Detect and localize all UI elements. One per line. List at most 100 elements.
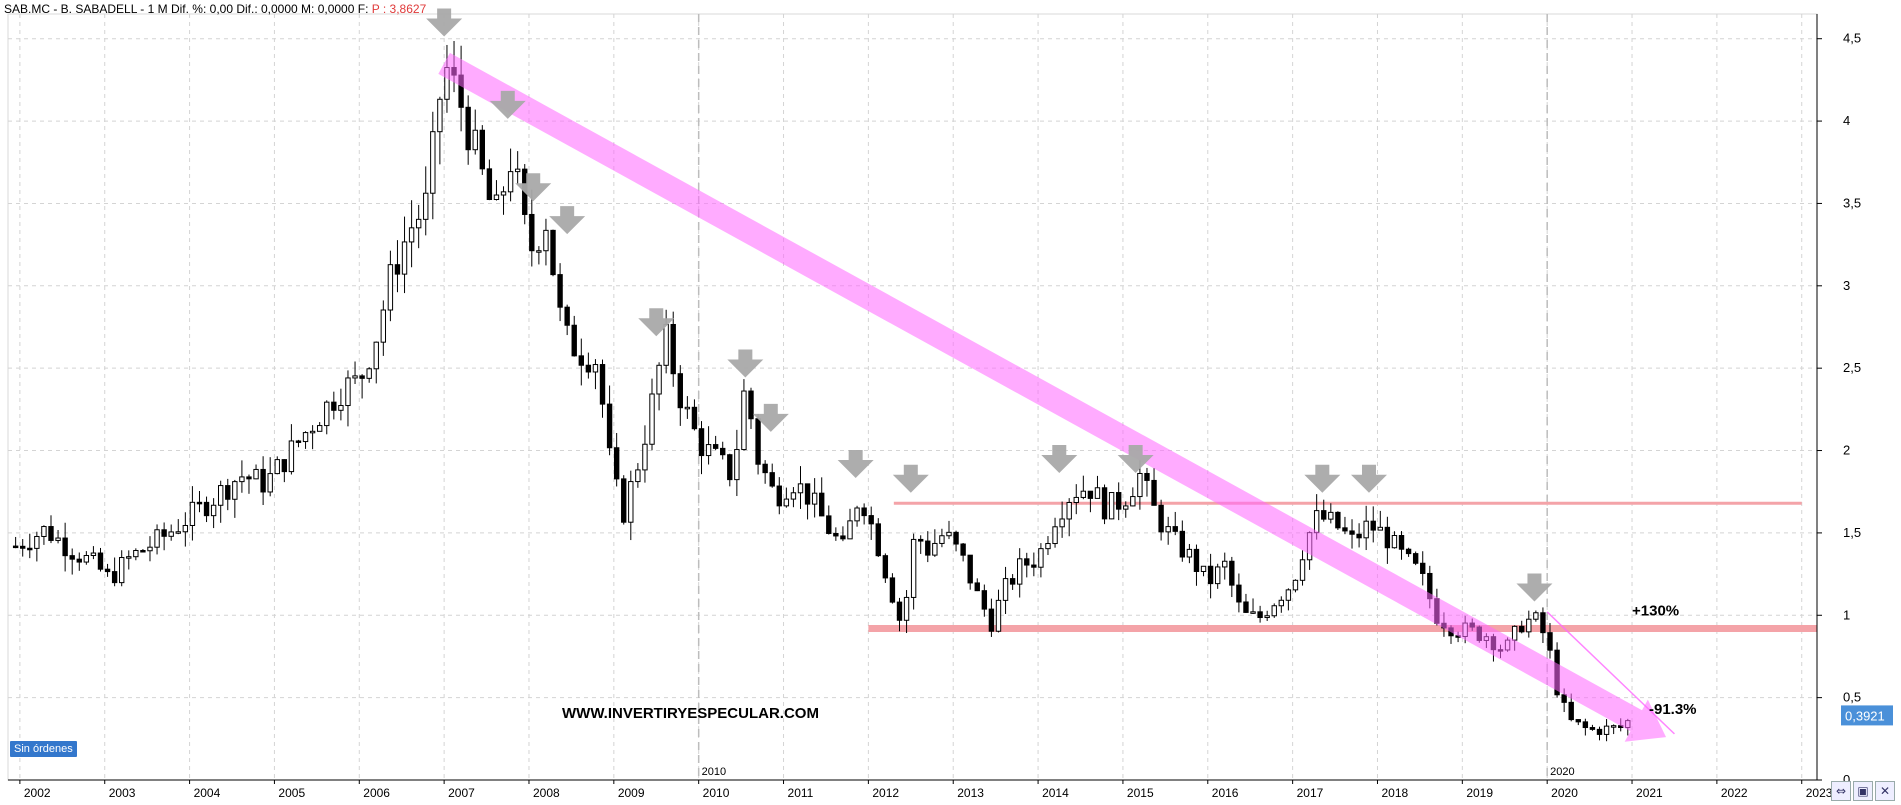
x-tick-label: 2003 <box>109 786 136 800</box>
support-resistance-levels <box>868 501 1817 632</box>
candle-body <box>543 229 549 252</box>
candle-body <box>352 375 358 379</box>
candle-body <box>783 498 790 507</box>
close-icon[interactable]: ✕ <box>1875 781 1895 801</box>
candle-body <box>133 549 139 558</box>
peak-arrow-marker <box>1041 445 1078 474</box>
candle-body <box>1575 719 1581 723</box>
x-tick-label: 2006 <box>363 786 390 800</box>
peak-arrow-marker <box>1516 573 1553 602</box>
candle-body <box>1087 490 1094 499</box>
candle-body <box>1200 565 1207 572</box>
candle-body <box>1108 492 1115 520</box>
candle-body <box>762 463 768 474</box>
x-axis: 2002 2003 2004 2005 2006 2007 2008 2009 2010 2011… <box>8 779 1833 800</box>
arrows-icon[interactable]: ⇔ <box>1831 781 1851 801</box>
candle-body <box>1002 578 1009 601</box>
candle-body <box>882 555 889 579</box>
candle-body <box>437 98 443 133</box>
x-tick-label: 2011 <box>788 786 814 800</box>
orders-badge[interactable]: Sin órdenes <box>10 741 77 757</box>
candle-body <box>1335 511 1341 529</box>
x-tick-label: 2004 <box>194 786 221 800</box>
y-tick-label: 3,5 <box>1843 195 1861 210</box>
candle-body <box>1533 612 1539 620</box>
candle-body <box>309 430 316 434</box>
candle-body <box>536 250 542 253</box>
candle-body <box>55 537 61 541</box>
candle-body <box>239 476 245 483</box>
candle-body <box>889 577 896 603</box>
candle-body <box>217 485 224 506</box>
candle-body <box>564 306 570 326</box>
candle-body <box>12 545 19 549</box>
candle-body <box>1207 565 1214 585</box>
candle-body <box>366 368 372 379</box>
candle-body <box>960 543 966 556</box>
candle-body <box>1363 520 1369 539</box>
x-tick-label: 2016 <box>1212 786 1239 800</box>
candle-body <box>748 390 754 420</box>
candle-body <box>253 468 259 480</box>
candle-body <box>1610 725 1617 728</box>
x-tick-label: 2017 <box>1297 786 1324 800</box>
candle-body <box>430 131 436 194</box>
candle-body <box>656 364 662 395</box>
candle-body <box>1059 518 1065 528</box>
candle-body <box>316 425 323 432</box>
last-price-box <box>1841 705 1893 726</box>
x-tick-label: 2012 <box>872 786 899 800</box>
candle-body <box>324 401 330 427</box>
timeframe-label[interactable]: 1 M <box>147 2 168 16</box>
candle-body <box>27 547 33 551</box>
peak-arrows <box>426 8 1553 602</box>
candle-body <box>1321 510 1327 520</box>
candle-body <box>833 532 839 537</box>
save-icon[interactable]: ▣ <box>1853 781 1873 801</box>
candle-body <box>514 168 521 173</box>
candle-body <box>918 538 924 542</box>
candle-body <box>423 192 429 220</box>
candle-body <box>97 552 104 570</box>
candle-body <box>1561 694 1567 703</box>
candle-body <box>875 523 881 557</box>
candle-body <box>755 418 761 465</box>
highlight-year-lines: 2010 2020 <box>697 14 1575 780</box>
candle-body <box>1412 553 1419 564</box>
candle-body <box>1009 578 1016 585</box>
candle-body <box>1250 611 1256 614</box>
candle-body <box>1101 487 1108 520</box>
candle-body <box>896 601 903 621</box>
candle-body <box>147 546 153 552</box>
candle-body <box>415 218 422 229</box>
candle-body <box>599 364 606 405</box>
candle-body <box>267 473 273 493</box>
candle-body <box>154 529 160 548</box>
candle-body <box>196 501 203 505</box>
candle-body <box>1313 510 1320 534</box>
candle-body <box>712 444 719 449</box>
candle-body <box>1328 511 1334 520</box>
candle-body <box>373 341 379 370</box>
candle-body <box>1285 589 1292 601</box>
candle-body <box>1179 530 1186 558</box>
candle-body <box>1024 558 1030 566</box>
candle-body <box>797 483 804 494</box>
candle-body <box>1165 526 1171 533</box>
annotation-label: -91.3% <box>1649 701 1697 718</box>
candle-body <box>479 129 486 170</box>
candle-body <box>819 492 825 517</box>
candle-body <box>840 535 846 540</box>
candle-body <box>868 515 874 525</box>
candle-body <box>621 478 627 523</box>
y-tick-label: 1 <box>1843 607 1850 622</box>
chart-header: SAB.MC - B. SABADELL - 1 M Dif. %: 0,00 … <box>4 2 426 18</box>
candle-body <box>705 444 712 457</box>
highlight-year-label: 2010 <box>702 766 726 778</box>
candle-body <box>288 440 295 473</box>
candle-body <box>988 608 995 632</box>
candle-body <box>769 472 775 487</box>
candle-body <box>1349 530 1355 535</box>
candle-body <box>161 529 167 537</box>
